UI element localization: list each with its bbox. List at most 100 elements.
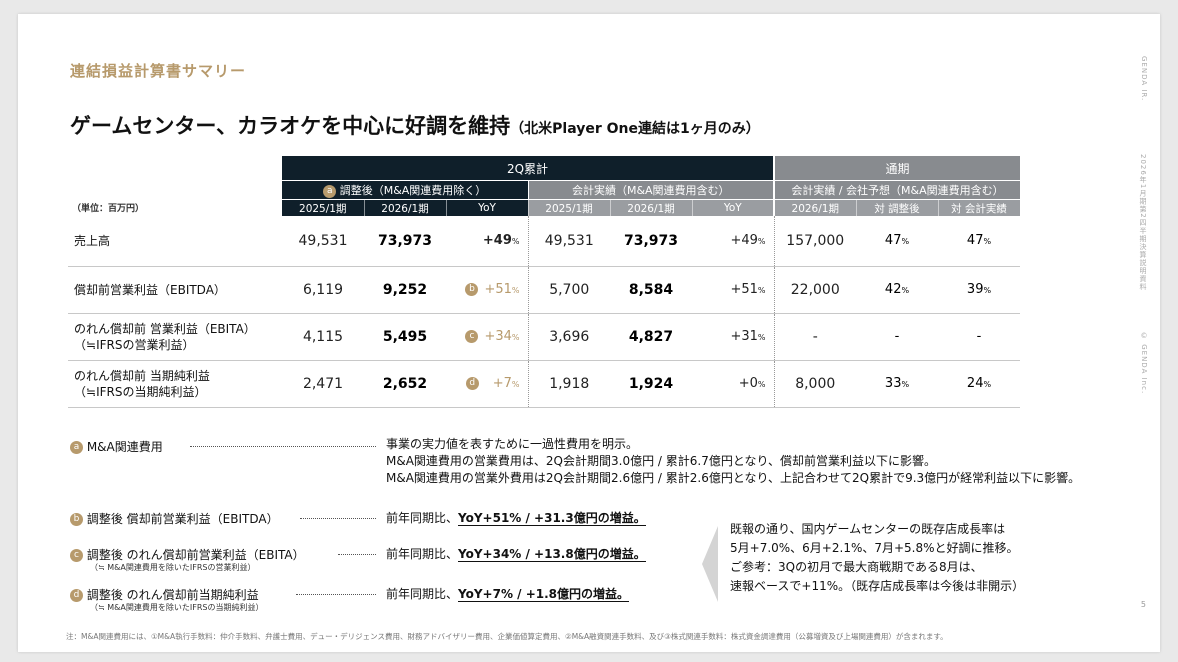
note-b-highlight: YoY+51% / +31.3億円の増益。	[458, 511, 646, 526]
cell-adj-yoy: b +51%	[446, 266, 529, 314]
cell-adj-cur: 9,252	[364, 266, 446, 314]
badge-c: c	[465, 330, 479, 343]
col-header: 2026/1期	[610, 199, 693, 216]
cell-adj-prev: 2,471	[282, 360, 364, 408]
note-c-description: 前年同期比、YoY+34% / +13.8億円の増益。	[386, 546, 646, 563]
section-title: 連結損益計算書サマリー	[70, 62, 247, 80]
row-label-main: 償却前営業利益（EBITDA）	[74, 282, 226, 297]
cell-act-prev: 1,918	[528, 360, 610, 408]
cell-act-cur: 8,584	[610, 266, 692, 314]
pct-unit: %	[983, 286, 992, 295]
pct-unit: %	[511, 237, 520, 247]
pct-value: 39	[966, 282, 984, 297]
note-c-highlight: YoY+34% / +13.8億円の増益。	[458, 547, 646, 562]
cell-adj-yoy: +49%	[446, 216, 529, 267]
callout-line: 既報の通り、国内ゲームセンターの既存店成長率は	[730, 522, 1006, 536]
pct-unit: %	[757, 286, 766, 295]
pct-unit: %	[511, 286, 520, 295]
col-header: 2026/1期	[773, 199, 857, 216]
yoy-value: +7	[492, 376, 512, 391]
note-a-title: a M&A関連費用	[70, 438, 163, 455]
yoy-value: +49	[482, 233, 512, 249]
note-a-line: M&A関連費用の営業費用は、2Q会計期間3.0億円 / 累計6.7億円となり、償…	[386, 454, 937, 468]
leader-dots	[296, 594, 376, 595]
cell-act-prev: 3,696	[528, 313, 610, 361]
row-label-main: 売上高	[74, 233, 111, 248]
cell-vs-actual: 47%	[938, 216, 1020, 267]
cell-full-year: -	[774, 313, 856, 361]
pct-unit: %	[757, 237, 766, 247]
cell-act-cur: 4,827	[610, 313, 692, 361]
cell-vs-adjusted: 47%	[856, 216, 938, 267]
table-row: のれん償却前 当期純利益 （≒IFRSの当期純利益） 2,471 2,652 d +…	[68, 360, 1020, 408]
subheader-adjusted: a 調整後（M&A関連費用除く）	[282, 180, 528, 200]
cell-vs-actual: 39%	[938, 266, 1020, 314]
headline-main: ゲームセンター、カラオケを中心に好調を維持	[70, 114, 511, 138]
pct-unit: %	[983, 237, 992, 247]
note-d-highlight: YoY+7% / +1.8億円の増益。	[458, 587, 630, 602]
table-row: 償却前営業利益（EBITDA） 6,119 9,252 b +51% 5,700 …	[68, 266, 1020, 314]
note-a-description: 事業の実力値を表すために一過性費用を明示。 M&A関連費用の営業費用は、2Q会計…	[386, 436, 1080, 487]
pct-unit: %	[757, 333, 766, 342]
cell-adj-prev: 4,115	[282, 313, 364, 361]
cell-act-yoy: +49%	[692, 216, 775, 267]
badge-b: b	[70, 513, 83, 526]
yoy-value: +51	[730, 282, 758, 297]
pct-value: 33	[884, 376, 902, 391]
leader-dots	[190, 446, 376, 447]
group-header-2q: 2Q累計	[282, 156, 774, 181]
row-label-sub: （≒IFRSの営業利益）	[74, 337, 195, 352]
note-c-title-text: 調整後 のれん償却前営業利益（EBITA）	[86, 548, 305, 562]
pct-unit: %	[983, 380, 992, 389]
note-d-description: 前年同期比、YoY+7% / +1.8億円の増益。	[386, 586, 630, 603]
col-header: 2025/1期	[528, 199, 611, 216]
cell-full-year: 22,000	[774, 266, 856, 314]
cell-act-cur: 1,924	[610, 360, 692, 408]
badge-a: a	[70, 441, 83, 454]
cell-vs-adjusted: -	[856, 313, 938, 361]
cell-act-yoy: +0%	[692, 360, 775, 408]
note-b-title: b 調整後 償却前営業利益（EBITDA）	[70, 510, 279, 527]
financial-summary-table: （単位：百万円） 2Q累計 通期 a 調整後（M&A関連費用除く） 会計実績（M…	[68, 156, 1021, 408]
cell-adj-prev: 6,119	[282, 266, 364, 314]
row-label: 売上高	[68, 216, 282, 267]
note-d-title: d 調整後 のれん償却前当期純利益	[70, 586, 259, 603]
note-b-title-text: 調整後 償却前営業利益（EBITDA）	[86, 512, 279, 526]
table-row: のれん償却前 営業利益（EBITA） （≒IFRSの営業利益） 4,115 5,4…	[68, 313, 1020, 361]
cell-act-prev: 5,700	[528, 266, 610, 314]
leader-dots	[338, 554, 376, 555]
pct-value: 47	[884, 233, 902, 249]
row-label: のれん償却前 営業利益（EBITA） （≒IFRSの営業利益）	[68, 313, 282, 361]
note-a-title-text: M&A関連費用	[86, 440, 163, 454]
badge-c: c	[70, 549, 83, 562]
pct-value: 24	[966, 376, 984, 391]
pct-unit: %	[757, 380, 766, 389]
badge-b: b	[465, 283, 479, 296]
subheader-full-year: 会計実績 / 会社予想（M&A関連費用含む）	[773, 180, 1020, 200]
row-label-sub: （≒IFRSの当期純利益）	[74, 384, 207, 399]
badge-a: a	[323, 184, 337, 198]
cell-vs-actual: -	[938, 313, 1020, 361]
leader-dots	[300, 518, 376, 519]
note-a-line: M&A関連費用の営業外費用は2Q会計期間2.6億円 / 累計2.6億円となり、上…	[386, 471, 1081, 485]
yoy-value: +31	[730, 329, 758, 344]
pct-unit: %	[901, 380, 910, 389]
callout-line: 速報ベースで+11%。（既存店成長率は今後は非開示）	[730, 579, 1025, 593]
brand-side-text: GENDA IR.	[1140, 56, 1148, 102]
cell-act-prev: 49,531	[528, 216, 610, 267]
yoy-value: +49	[730, 233, 758, 249]
pct-unit: %	[511, 333, 520, 342]
document-side-text: 2026年1月期第2四半期決算説明資料	[1139, 154, 1147, 291]
copyright-side-text: © GENDA Inc.	[1140, 332, 1148, 395]
note-d-title-text: 調整後 のれん償却前当期純利益	[86, 588, 259, 602]
note-b-prefix: 前年同期比、	[386, 511, 459, 525]
store-growth-callout: 既報の通り、国内ゲームセンターの既存店成長率は 5月+7.0%、6月+2.1%、…	[730, 520, 1024, 596]
note-c-prefix: 前年同期比、	[386, 547, 459, 561]
cell-adj-yoy: d +7%	[446, 360, 529, 408]
yoy-value: +0	[738, 376, 758, 391]
cell-full-year: 8,000	[774, 360, 856, 408]
note-a-line: 事業の実力値を表すために一過性費用を明示。	[386, 437, 639, 451]
badge-d: d	[465, 377, 479, 390]
cell-vs-adjusted: 42%	[856, 266, 938, 314]
subheader-actual: 会計実績（M&A関連費用含む）	[527, 180, 774, 200]
